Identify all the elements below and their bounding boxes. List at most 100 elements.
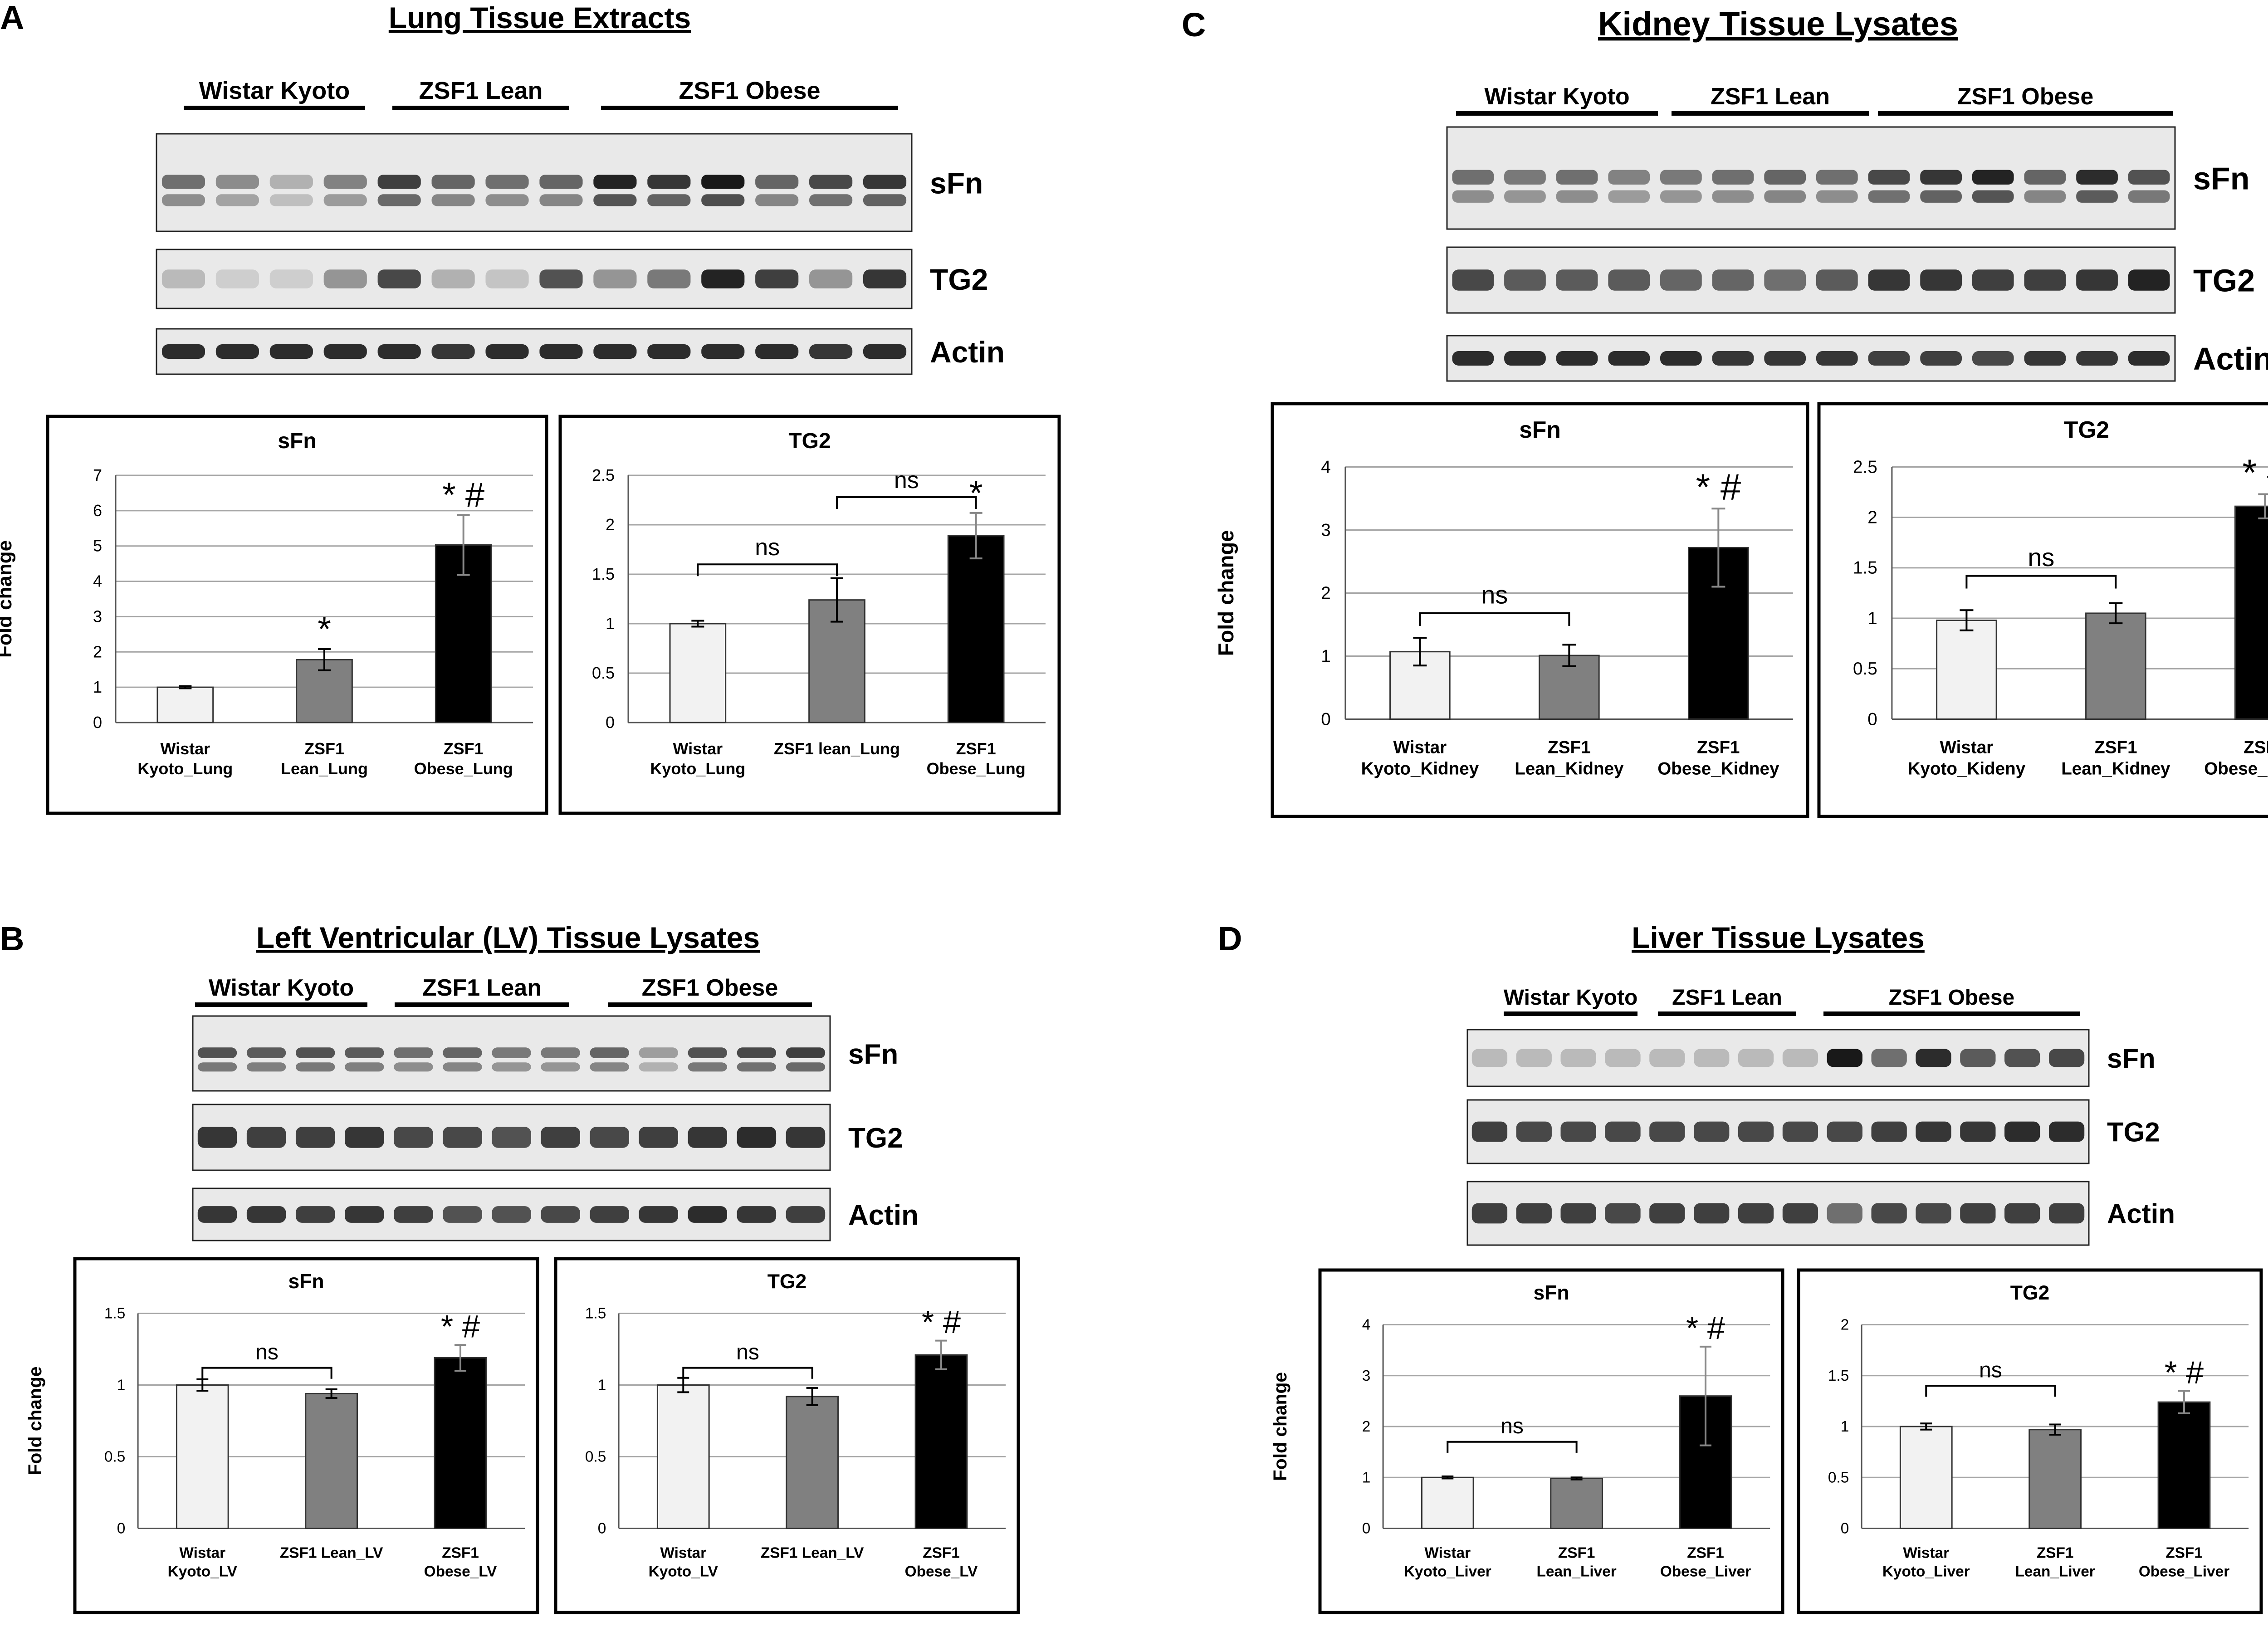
y-tick-label: 1 bbox=[117, 1377, 126, 1394]
blot-band bbox=[647, 194, 691, 206]
blot-band bbox=[688, 1047, 728, 1059]
x-tick-label: Kyoto_Lung bbox=[650, 759, 745, 778]
bar-chart-b-sfn: sFn Fold change 0 0.5 1 1.5 Wistar Kyoto_LV ZSF1… bbox=[24, 1257, 539, 1614]
blot-band bbox=[394, 1206, 433, 1223]
blot-band bbox=[688, 1062, 728, 1072]
blot-band bbox=[2048, 1121, 2085, 1142]
blot-band bbox=[1504, 351, 1546, 366]
x-tick-label: Obese_Liver bbox=[1660, 1563, 1751, 1580]
blot-band bbox=[323, 344, 367, 359]
blot-band bbox=[863, 269, 907, 288]
significance-bracket bbox=[836, 496, 977, 509]
blot-band bbox=[1871, 1049, 1907, 1067]
blot-band bbox=[1605, 1203, 1641, 1224]
y-tick-label: 2.5 bbox=[1853, 457, 1877, 477]
blot-band bbox=[2024, 351, 2066, 366]
blot-band bbox=[215, 194, 259, 206]
blot-band bbox=[1920, 170, 1962, 185]
blot-label: TG2 bbox=[848, 1123, 903, 1154]
blot-band bbox=[492, 1062, 531, 1072]
y-tick-label: 1 bbox=[93, 678, 102, 696]
y-tick-label: 0 bbox=[598, 1520, 606, 1537]
bar-chart-d-sfn: sFn Fold change 0 1 2 3 4 Wistar Kyoto_Liver ZSF1… bbox=[1270, 1268, 1784, 1614]
chart-title: sFn bbox=[1519, 416, 1561, 443]
blot-band bbox=[2024, 190, 2066, 203]
blot-band bbox=[1764, 170, 1806, 185]
y-tick-label: 1.5 bbox=[1853, 558, 1877, 578]
chart-title: TG2 bbox=[788, 429, 831, 453]
blot-label: sFn bbox=[848, 1039, 898, 1070]
significance-ns: ns bbox=[1481, 581, 1508, 609]
panel-title: Lung Tissue Extracts bbox=[389, 1, 691, 34]
blot-band bbox=[295, 1047, 335, 1059]
y-tick-label: 1.5 bbox=[104, 1305, 125, 1322]
western-blot-actin bbox=[1466, 1181, 2090, 1246]
bar bbox=[1421, 1476, 1474, 1529]
blot-band bbox=[737, 1127, 777, 1148]
y-tick-label: 7 bbox=[93, 466, 102, 484]
bar bbox=[1936, 620, 1997, 720]
y-tick-label: 3 bbox=[1321, 520, 1330, 540]
blot-band bbox=[431, 344, 475, 359]
panel-letter: C bbox=[1182, 6, 1206, 44]
x-tick-label: Wistar bbox=[160, 739, 210, 758]
blot-band bbox=[1452, 190, 1494, 203]
y-tick-label: 0 bbox=[1841, 1520, 1849, 1537]
blot-band bbox=[1556, 351, 1598, 366]
blot-band bbox=[394, 1062, 433, 1072]
x-tick-label: ZSF1 bbox=[1558, 1544, 1595, 1561]
blot-band bbox=[1560, 1121, 1596, 1142]
group-header-label: ZSF1 Obese bbox=[679, 77, 820, 104]
y-tick-label: 2 bbox=[1362, 1418, 1371, 1435]
blot-band bbox=[161, 344, 205, 359]
blot-band bbox=[639, 1206, 678, 1223]
blot-band bbox=[539, 194, 583, 206]
blot-band bbox=[295, 1206, 335, 1223]
y-tick-label: 1 bbox=[1841, 1418, 1849, 1435]
panel-letter: B bbox=[0, 920, 24, 958]
blot-band bbox=[443, 1047, 482, 1059]
western-blot-actin bbox=[1446, 335, 2176, 382]
y-tick-label: 0 bbox=[606, 713, 615, 732]
blot-band bbox=[590, 1127, 629, 1148]
bar-chart-b-tg2: TG2 0 0.5 1 1.5 Wistar Kyoto_LV ZSF1 Lean_LV ZSF… bbox=[554, 1257, 1020, 1614]
significance-bracket bbox=[697, 563, 838, 577]
x-tick-label: ZSF1 bbox=[304, 739, 344, 758]
blot-band bbox=[2128, 190, 2170, 203]
blot-band bbox=[593, 175, 637, 189]
blot-band bbox=[377, 194, 421, 206]
blot-band bbox=[2128, 170, 2170, 185]
significance-marker: * # bbox=[2242, 452, 2268, 493]
significance-ns: ns bbox=[894, 467, 919, 493]
x-tick-label: Obese_LV bbox=[424, 1563, 498, 1580]
blot-band bbox=[863, 175, 907, 189]
x-tick-label: ZSF1 Lean_LV bbox=[280, 1544, 383, 1561]
group-header-label: Wistar Kyoto bbox=[209, 975, 354, 1001]
x-tick-label: Kyoto_LV bbox=[168, 1563, 238, 1580]
blot-band bbox=[269, 175, 313, 189]
blot-band bbox=[1516, 1121, 1552, 1142]
panel-b: B Left Ventricular (LV) Tissue Lysates Wis… bbox=[0, 920, 1020, 1614]
blot-band bbox=[755, 344, 799, 359]
y-tick-label: 1 bbox=[606, 614, 615, 633]
blot-band bbox=[215, 175, 259, 189]
y-tick-label: 1.5 bbox=[585, 1305, 606, 1322]
blot-band bbox=[590, 1062, 629, 1072]
blot-band bbox=[1556, 170, 1598, 185]
blot-band bbox=[809, 344, 853, 359]
blot-band bbox=[394, 1047, 433, 1059]
blot-band bbox=[1504, 190, 1546, 203]
blot-band bbox=[1816, 170, 1858, 185]
significance-bracket bbox=[682, 1367, 813, 1379]
y-tick-label: 6 bbox=[93, 501, 102, 520]
blot-band bbox=[161, 194, 205, 206]
blot-band bbox=[1660, 269, 1702, 291]
x-tick-label: Wistar bbox=[179, 1544, 225, 1561]
group-header-label: ZSF1 Obese bbox=[1957, 83, 2094, 110]
chart-title: sFn bbox=[278, 429, 316, 453]
blot-band bbox=[443, 1206, 482, 1223]
blot-band bbox=[1972, 170, 2014, 185]
blot-band bbox=[1452, 269, 1494, 291]
